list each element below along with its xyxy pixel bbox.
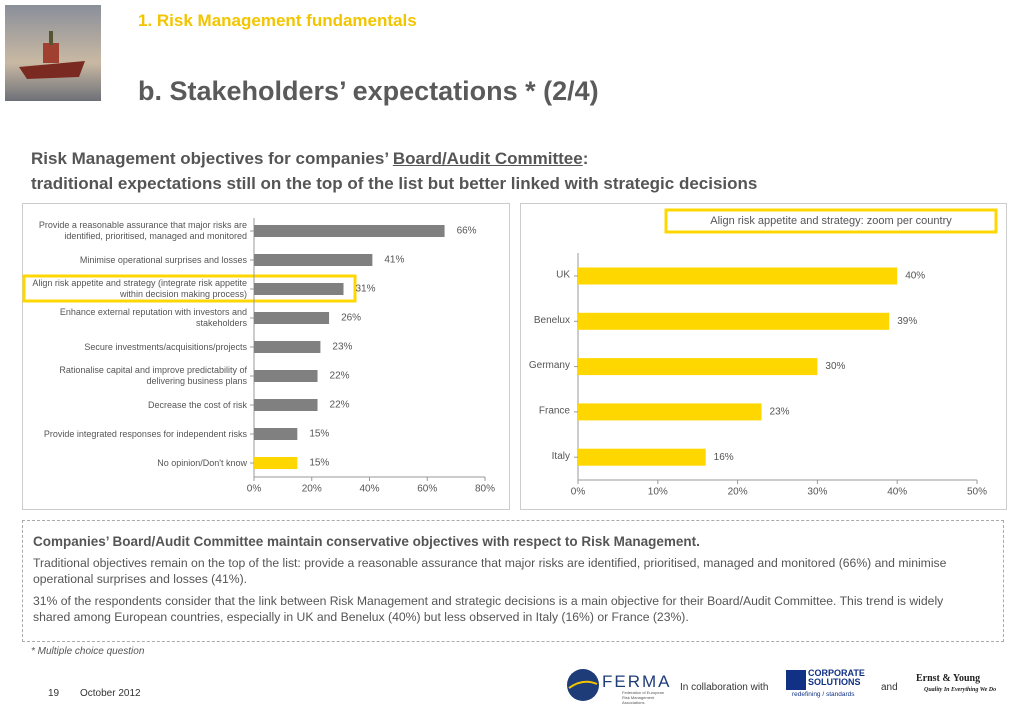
axa-square	[786, 670, 806, 690]
ferma-sub: Federation of European Risk Management A…	[622, 690, 665, 705]
and-text: and	[881, 682, 898, 693]
category-label: Benelux	[534, 315, 570, 326]
value-label: 40%	[905, 271, 925, 282]
x-tick-label: 40%	[887, 487, 907, 498]
category-label: Provide integrated responses for indepen…	[43, 428, 247, 439]
bar	[254, 283, 344, 295]
value-label: 41%	[384, 255, 404, 266]
category-label: UK	[556, 270, 570, 281]
x-tick-label: 0%	[247, 484, 262, 495]
value-label: 22%	[330, 400, 350, 411]
axa-text: CORPORATE	[808, 668, 865, 678]
category-label: Align risk appetite and strategy (integr…	[32, 278, 247, 299]
axa-tag: redefining / standards	[792, 691, 855, 698]
value-label: 16%	[714, 452, 734, 463]
value-label: 23%	[770, 407, 790, 418]
chart-frame	[520, 203, 1007, 510]
category-label: Enhance external reputation with investo…	[59, 307, 247, 328]
section-title: 1. Risk Management fundamentals	[138, 11, 417, 30]
subtitle-text: traditional expectations still on the to…	[31, 174, 758, 193]
axa-logo: CORPORATE SOLUTIONS	[808, 669, 865, 687]
category-label: Germany	[529, 360, 570, 371]
category-label: Italy	[552, 451, 570, 462]
value-label: 15%	[309, 429, 329, 440]
footnote: * Multiple choice question	[31, 646, 145, 657]
chart-frame	[22, 203, 510, 510]
charts: Align risk appetite and strategy: zoom p…	[22, 208, 998, 498]
summary-box: Companies’ Board/Audit Committee maintai…	[22, 520, 1004, 642]
category-label: Minimise operational surprises and losse…	[79, 254, 247, 265]
bar	[254, 370, 318, 382]
axa-text: SOLUTIONS	[808, 677, 861, 687]
bar	[254, 428, 298, 440]
header-photo	[5, 5, 101, 101]
slide-title: b. Stakeholders’ expectations * (2/4)	[138, 76, 599, 106]
subtitle-link: Board/Audit Committee	[392, 149, 583, 168]
collaboration-text: In collaboration with	[680, 682, 769, 693]
x-tick-label: 20%	[302, 484, 322, 495]
inset-title-box	[664, 208, 998, 234]
bar	[578, 448, 706, 466]
value-label: 39%	[897, 316, 917, 327]
value-label: 23%	[332, 342, 352, 353]
bar	[254, 457, 298, 469]
bar	[254, 225, 445, 237]
x-tick-label: 10%	[648, 487, 668, 498]
category-label: Provide a reasonable assurance that majo…	[38, 220, 247, 241]
subtitle: Risk Management objectives for companies…	[31, 146, 757, 196]
inset-title: Align risk appetite and strategy: zoom p…	[710, 215, 952, 227]
bar	[578, 267, 898, 285]
value-label: 66%	[457, 226, 477, 237]
category-label: Secure investments/acquisitions/projects	[84, 341, 247, 352]
value-label: 30%	[825, 361, 845, 372]
category-label: France	[539, 406, 571, 417]
bar	[254, 254, 373, 266]
x-tick-label: 50%	[967, 487, 987, 498]
bar	[254, 312, 330, 324]
ey-tag: Quality In Everything We Do	[924, 687, 997, 693]
x-tick-label: 40%	[359, 484, 379, 495]
x-tick-label: 20%	[728, 487, 748, 498]
value-label: 31%	[356, 284, 376, 295]
bar	[254, 399, 318, 411]
highlight-box	[22, 274, 357, 303]
ferma-logo: FERMA	[602, 672, 672, 691]
summary-paragraph: 31% of the respondents consider that the…	[33, 594, 944, 624]
subtitle-text: Risk Management objectives for companies…	[31, 149, 393, 168]
x-tick-label: 30%	[807, 487, 827, 498]
page-number: 19	[48, 688, 60, 699]
category-label: No opinion/Don't know	[157, 457, 247, 468]
bar	[254, 341, 321, 353]
value-label: 15%	[309, 458, 329, 469]
category-label: Decrease the cost of risk	[147, 399, 247, 410]
subtitle-text: :	[582, 149, 589, 168]
x-tick-label: 80%	[475, 484, 495, 495]
ferma-globe	[567, 669, 599, 701]
bar	[578, 403, 762, 421]
ey-logo: Ernst & Young	[916, 673, 981, 684]
summary-paragraph: Traditional objectives remain on the top…	[33, 556, 947, 586]
value-label: 22%	[330, 371, 350, 382]
summary-title: Companies’ Board/Audit Committee maintai…	[33, 534, 700, 549]
bar	[578, 312, 890, 330]
value-label: 26%	[341, 313, 361, 324]
x-tick-label: 0%	[571, 487, 586, 498]
bar	[578, 358, 818, 376]
x-tick-label: 60%	[417, 484, 437, 495]
category-label: Rationalise capital and improve predicta…	[59, 365, 247, 386]
date: October 2012	[80, 688, 141, 699]
